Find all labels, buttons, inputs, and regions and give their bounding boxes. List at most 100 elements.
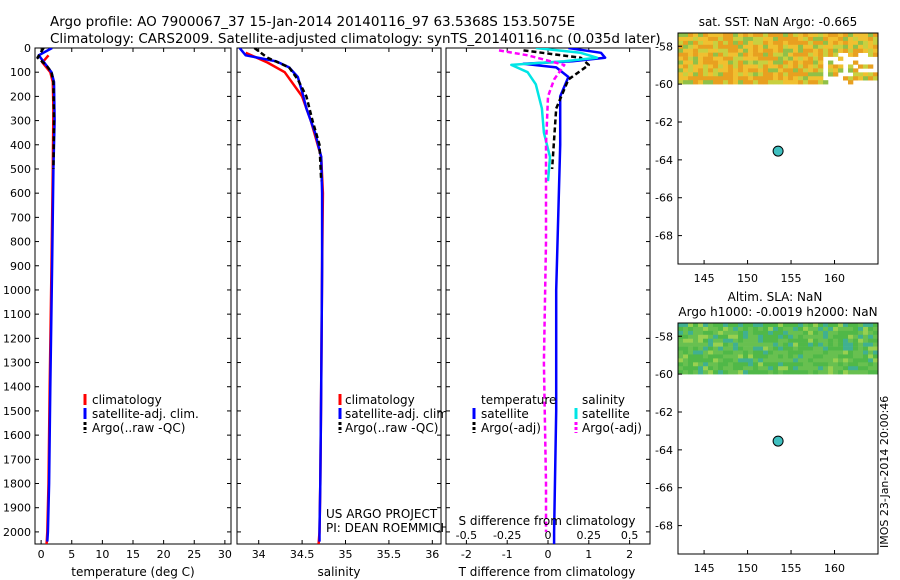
sla-cell (753, 342, 759, 347)
depth-tick-label: 100 (10, 66, 31, 79)
sla-cell (833, 338, 839, 343)
sst-cell (858, 44, 864, 50)
sst-cell (763, 56, 769, 61)
sst-cell (783, 44, 789, 50)
sla-cell (798, 362, 804, 367)
sst-cell (738, 76, 744, 81)
sla-cell (683, 326, 689, 332)
sst-cell (873, 76, 879, 81)
sla-cell (698, 350, 704, 355)
sst-cell (723, 68, 729, 73)
lon-tick-label: 160 (824, 562, 845, 575)
sla-cell (758, 334, 764, 340)
sst-cell (738, 40, 744, 46)
sst-cell (688, 80, 694, 85)
sla-cell (718, 366, 724, 371)
sla-cell (798, 366, 804, 371)
lat-tick-label: -62 (655, 116, 673, 129)
sst-cell (768, 64, 774, 69)
sst-cell (818, 48, 824, 53)
sst-cell (793, 40, 799, 46)
sla-cell (803, 342, 809, 347)
sla-cell (728, 342, 734, 347)
sla-cell (803, 323, 809, 328)
sla-cell (843, 346, 849, 351)
sla-cell (718, 334, 724, 340)
sla-cell (773, 354, 779, 359)
sla-cell (758, 350, 764, 355)
sst-cell (683, 52, 689, 57)
sla-cell (733, 334, 739, 340)
sst-cell (718, 52, 724, 57)
sst-cell (683, 36, 689, 42)
sla-cell (713, 350, 719, 355)
legend-label-argo: Argo(..raw -QC) (92, 421, 185, 435)
sst-cell (683, 40, 689, 46)
sla-cell (873, 334, 879, 340)
sla-cell (748, 330, 754, 336)
sla-cell (773, 338, 779, 343)
sla-cell (678, 354, 684, 359)
sst-cell (843, 48, 849, 53)
sst-cell (693, 44, 699, 50)
sla-cell (778, 334, 784, 340)
sla-cell (803, 350, 809, 355)
sst-cell (753, 44, 759, 50)
sla-cell (693, 326, 699, 332)
lon-tick-label: 145 (694, 272, 715, 285)
sla-cell (793, 366, 799, 371)
sst-cell (773, 52, 779, 57)
sst-cell (798, 60, 804, 65)
sla-cell (863, 323, 869, 328)
sst-cell (783, 33, 789, 38)
sla-cell (743, 350, 749, 355)
sst-cell (848, 76, 854, 81)
sst-cell (708, 33, 714, 38)
sla-cell (773, 350, 779, 355)
sst-cell (813, 36, 819, 42)
sst-cell (853, 68, 859, 73)
sst-cell (708, 76, 714, 81)
sst-cell (748, 33, 754, 38)
sst-cell (803, 76, 809, 81)
sst-map-panel: sat. SST: NaN Argo: -0.665 -58-60-62-64-… (655, 15, 879, 285)
sst-cell (823, 52, 829, 57)
sst-cell (808, 36, 814, 42)
sla-cell (828, 358, 834, 363)
sla-cell (868, 362, 874, 367)
sst-cell (713, 80, 719, 85)
sst-cell (728, 44, 734, 50)
sst-cell (778, 44, 784, 50)
sla-cell (733, 330, 739, 336)
sla-cell (693, 358, 699, 363)
sst-cell (708, 44, 714, 50)
sla-cell (738, 323, 744, 328)
sla-cell (858, 358, 864, 363)
sst-cell (848, 64, 854, 69)
sla-cell (783, 354, 789, 359)
sla-cell (818, 334, 824, 340)
sla-cell (768, 358, 774, 363)
sla-cell (688, 334, 694, 340)
sla-cell (723, 362, 729, 367)
sst-cell (868, 40, 874, 46)
sla-cell (773, 358, 779, 363)
sst-cell (728, 76, 734, 81)
sla-cell (873, 358, 879, 363)
sst-cell (763, 36, 769, 42)
sla-cell (733, 370, 739, 375)
sla-cell (743, 334, 749, 340)
sla-cell (728, 323, 734, 328)
sst-cell (763, 52, 769, 57)
sst-cell (813, 72, 819, 77)
sla-cell (838, 326, 844, 332)
sla-cell (733, 323, 739, 328)
sla-cell (713, 346, 719, 351)
sst-cell (863, 44, 869, 50)
sst-cell (713, 76, 719, 81)
sst-cell (853, 72, 859, 77)
sla-cell (708, 330, 714, 336)
sla-cell (848, 323, 854, 328)
sla-cell (768, 362, 774, 367)
sla-cell (768, 366, 774, 371)
